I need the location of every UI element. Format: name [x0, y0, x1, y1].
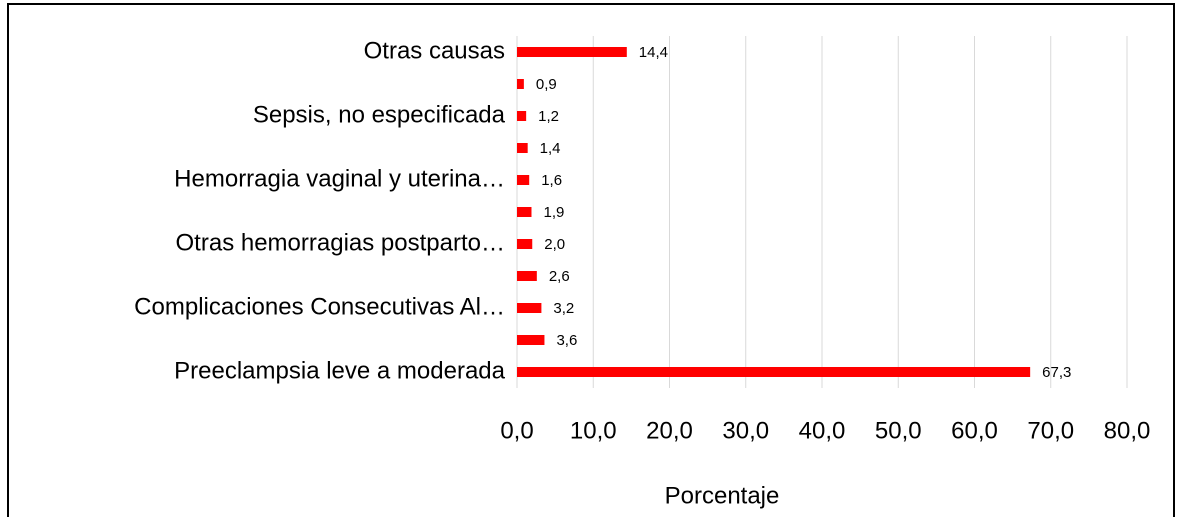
x-tick-label: 50,0 — [875, 417, 922, 444]
value-label: 3,6 — [556, 332, 577, 349]
y-tick-label: Preeclampsia leve a moderada — [174, 357, 505, 384]
x-tick-label: 20,0 — [646, 417, 693, 444]
value-label: 1,9 — [543, 204, 564, 221]
value-label: 1,2 — [538, 108, 559, 125]
value-label: 1,6 — [541, 172, 562, 189]
y-tick-label: Sepsis, no especificada — [253, 101, 506, 128]
x-axis-title: Porcentaje — [665, 482, 780, 509]
value-label: 2,6 — [549, 268, 570, 285]
value-label: 14,4 — [639, 44, 668, 61]
value-label: 67,3 — [1042, 364, 1071, 381]
value-label: 2,0 — [544, 236, 565, 253]
value-label: 0,9 — [536, 76, 557, 93]
value-label: 1,4 — [540, 140, 561, 157]
x-tick-label: 80,0 — [1104, 417, 1151, 444]
bar — [517, 207, 531, 217]
x-tick-label: 0,0 — [500, 417, 533, 444]
x-tick-label: 40,0 — [799, 417, 846, 444]
bar — [517, 271, 537, 281]
x-tick-label: 60,0 — [951, 417, 998, 444]
chart: Porcentaje 0,0 10,0 20,0 30,0 40,0 50,0 60,0 70… — [0, 0, 1182, 517]
bar — [517, 47, 627, 57]
x-tick-label: 30,0 — [722, 417, 769, 444]
x-tick-label: 10,0 — [570, 417, 617, 444]
bar — [517, 239, 532, 249]
y-tick-label: Otras causas — [364, 37, 505, 64]
value-label: 3,2 — [553, 300, 574, 317]
bar — [517, 175, 529, 185]
bar — [517, 111, 526, 121]
y-tick-label: Otras hemorragias postparto… — [176, 229, 505, 256]
bar — [517, 367, 1030, 377]
bar — [517, 303, 541, 313]
bar — [517, 79, 524, 89]
bar — [517, 143, 528, 153]
y-tick-label: Complicaciones Consecutivas Al… — [134, 293, 505, 320]
x-tick-label: 70,0 — [1027, 417, 1074, 444]
y-tick-label: Hemorragia vaginal y uterina… — [174, 165, 505, 192]
bar — [517, 335, 544, 345]
